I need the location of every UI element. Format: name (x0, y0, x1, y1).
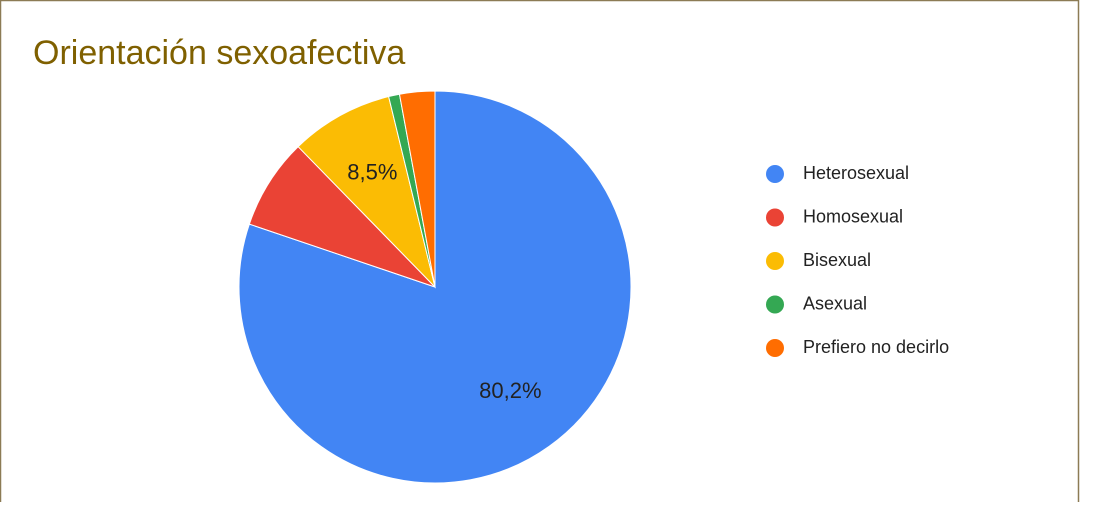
legend-marker (766, 165, 784, 183)
legend-label: Prefiero no decirlo (803, 337, 949, 357)
data-label: 80,2% (479, 378, 541, 403)
legend-label: Homosexual (803, 206, 903, 226)
legend-label: Asexual (803, 293, 867, 313)
data-label: 8,5% (347, 160, 397, 185)
legend-marker (766, 295, 784, 314)
legend-label: Bisexual (803, 250, 871, 270)
legend-label: Heterosexual (803, 163, 909, 183)
pie-slice (297, 95, 436, 289)
legend-marker (766, 208, 784, 227)
chart-title: Orientación sexoafectiva (33, 34, 405, 72)
legend-marker (766, 252, 784, 270)
pie-slice (398, 90, 436, 288)
legend-marker (766, 339, 784, 357)
